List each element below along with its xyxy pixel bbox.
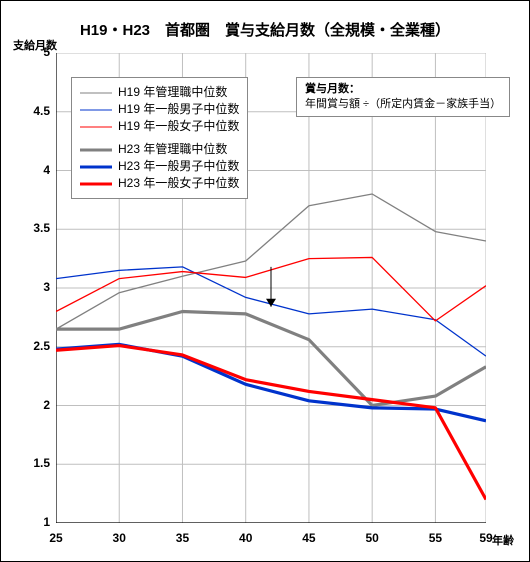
legend-label: H19 年一般男子中位数: [118, 101, 239, 118]
x-axis-title: 年齢: [492, 532, 514, 548]
note-line: 年間賞与額 ÷（所定内賃金－家族手当）: [305, 97, 501, 112]
legend-item: H19 年一般女子中位数: [80, 118, 239, 135]
y-tick-label: 2.5: [20, 339, 50, 353]
y-tick-label: 1: [20, 515, 50, 529]
legend-item: H23 年管理職中位数: [80, 141, 239, 158]
legend-label: H23 年一般女子中位数: [118, 175, 239, 192]
legend-item: H23 年一般女子中位数: [80, 175, 239, 192]
legend-box: H19 年管理職中位数H19 年一般男子中位数H19 年一般女子中位数 H23 年…: [71, 77, 248, 199]
legend-item: H19 年一般男子中位数: [80, 101, 239, 118]
y-tick-label: 5: [20, 45, 50, 59]
chart-title: H19・H23 首都圏 賞与支給月数（全規模・全業種）: [1, 19, 529, 40]
y-tick-label: 1.5: [20, 456, 50, 470]
legend-item: H23 年一般男子中位数: [80, 158, 239, 175]
legend-label: H23 年管理職中位数: [118, 141, 227, 158]
x-tick-label: 50: [357, 531, 387, 545]
x-tick-label: 55: [420, 531, 450, 545]
note-line: 賞与月数：: [305, 82, 501, 97]
y-tick-label: 2: [20, 398, 50, 412]
series-line: [56, 346, 486, 500]
y-tick-label: 4.5: [20, 104, 50, 118]
series-line: [56, 194, 486, 329]
x-tick-label: 35: [167, 531, 197, 545]
legend-label: H19 年管理職中位数: [118, 84, 227, 101]
x-tick-label: 45: [294, 531, 324, 545]
note-box: 賞与月数：年間賞与額 ÷（所定内賃金－家族手当）: [296, 77, 510, 117]
chart-container: H19・H23 首都圏 賞与支給月数（全規模・全業種） 支給月数 11.522.…: [0, 0, 530, 562]
legend-label: H23 年一般男子中位数: [118, 158, 239, 175]
legend-item: H19 年管理職中位数: [80, 84, 239, 101]
legend-label: H19 年一般女子中位数: [118, 118, 239, 135]
series-line: [56, 344, 486, 420]
y-tick-label: 4: [20, 163, 50, 177]
x-tick-label: 40: [231, 531, 261, 545]
y-tick-label: 3.5: [20, 221, 50, 235]
x-tick-label: 25: [41, 531, 71, 545]
y-tick-label: 3: [20, 280, 50, 294]
x-tick-label: 30: [104, 531, 134, 545]
